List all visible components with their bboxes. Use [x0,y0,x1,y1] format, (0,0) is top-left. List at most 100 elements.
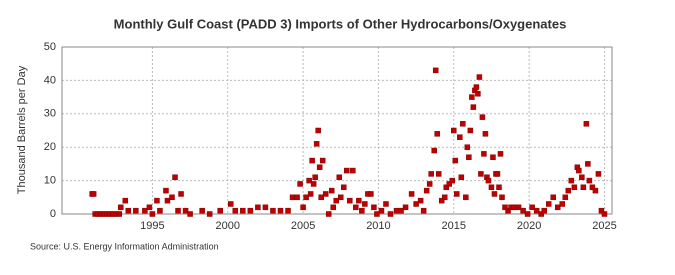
point [353,204,359,211]
point [568,177,575,184]
point [90,191,97,197]
point [142,207,148,214]
point [485,177,492,184]
point [318,194,324,201]
point [458,174,465,181]
point [565,187,572,194]
point [502,204,508,211]
source-note: Source: U.S. Energy Information Administ… [30,241,219,251]
point [488,184,495,191]
point [306,177,312,184]
point [371,204,377,211]
point [341,184,347,191]
point [466,154,472,160]
point [579,174,585,181]
point [469,94,475,100]
point [362,201,368,207]
y-tick-label: 10 [44,175,56,187]
point [118,204,124,211]
point [491,191,498,197]
point [490,154,496,160]
x-tick-label: 2025 [592,220,616,232]
point [172,174,178,181]
point [515,204,522,211]
y-axis-label: Thousand Barrels per Day [16,65,28,194]
point [270,207,276,214]
point [497,151,504,157]
point [154,197,160,204]
point [441,194,448,201]
point [533,207,540,214]
point [315,127,321,134]
point [559,201,566,207]
point [482,131,489,137]
point [262,204,269,211]
point [595,171,602,177]
point [125,207,132,214]
point [467,127,474,134]
point [309,157,315,164]
point [538,211,544,217]
point [175,207,181,214]
point [583,121,590,127]
point [333,197,339,204]
point [228,201,234,207]
point [297,181,303,187]
point [255,204,261,211]
point [350,167,356,174]
point [499,194,505,201]
point [328,187,335,194]
point [307,191,314,197]
point [473,84,480,90]
point [206,211,213,217]
point [511,204,517,211]
point [408,191,415,197]
point [313,141,320,147]
point [178,191,184,197]
point [452,157,459,164]
point [479,114,486,120]
point [277,207,284,214]
x-tick-label: 2010 [366,220,390,232]
x-tick-label: 2000 [216,220,240,232]
point [149,211,156,217]
point [423,187,430,194]
point [289,194,296,201]
point [356,197,362,204]
y-tick-label: 0 [50,208,56,220]
point [476,74,483,80]
point [524,211,531,217]
point [164,197,171,204]
point [464,144,471,150]
point [413,201,419,207]
point [545,201,552,207]
point [322,191,329,197]
point [571,184,578,191]
point [347,197,353,204]
point [520,207,526,214]
point [182,207,189,214]
point [505,207,511,214]
point [133,207,139,214]
point [435,171,442,177]
point [420,207,427,214]
point [598,207,605,214]
point [457,134,463,140]
point [319,157,326,164]
point [592,187,599,194]
point [589,184,596,191]
point [300,204,306,211]
point [555,204,561,211]
point [494,171,501,177]
point [383,201,389,207]
y-tick-label: 30 [44,108,56,120]
x-tick-label: 1995 [140,220,164,232]
point [316,164,323,170]
point [550,194,556,201]
point [576,167,582,174]
point [496,184,502,191]
point [446,181,453,187]
x-tick-label: 2020 [517,220,541,232]
point [470,104,477,110]
y-tick-label: 50 [44,41,56,53]
